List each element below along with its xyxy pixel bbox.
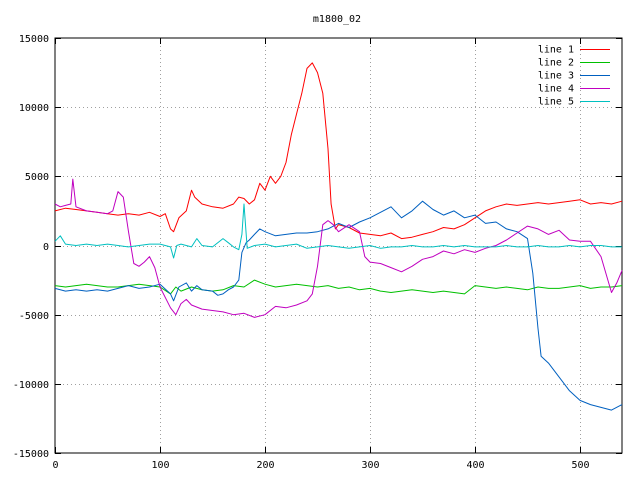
series-line-5 [54,203,622,259]
legend-label-5: line 5 [538,97,574,108]
legend-label-4: line 4 [538,84,574,95]
legend: line 1 line 2 line 3 line 4 line 5 [538,45,610,108]
legend-label-1: line 1 [538,45,574,56]
y-tick-label: -10000 [13,380,49,391]
y-tick-label: 10000 [19,103,49,114]
legend-label-3: line 3 [538,71,574,82]
x-tick-label: 200 [256,460,274,471]
x-axis: 0 100 200 300 400 500 [52,38,590,471]
chart-title: m1800_02 [313,14,361,25]
x-tick-label: 300 [361,460,379,471]
x-tick-label: 100 [151,460,169,471]
series-line-2 [54,279,623,295]
y-tick-label: 15000 [19,34,49,45]
y-tick-label: 0 [43,242,49,253]
x-tick-label: 500 [571,460,589,471]
y-tick-label: -5000 [19,311,49,322]
x-tick-label: 400 [466,460,484,471]
series-group [54,62,623,411]
y-tick-label: -15000 [13,449,49,460]
series-line-1 [54,62,623,240]
series-line-3 [54,200,623,411]
plot-frame [54,37,623,454]
y-tick-label: 5000 [25,172,49,183]
x-tick-label: 0 [52,460,58,471]
series-line-4 [54,178,623,318]
legend-label-2: line 2 [538,58,574,69]
